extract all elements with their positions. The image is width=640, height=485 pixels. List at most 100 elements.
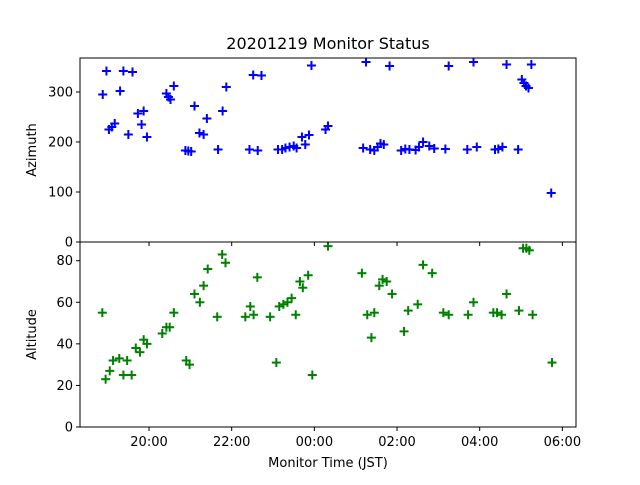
data-point — [287, 293, 297, 303]
data-point — [282, 297, 292, 307]
data-point — [194, 128, 204, 138]
data-point — [413, 299, 423, 309]
data-point — [463, 310, 473, 320]
y-tick-label: 0 — [65, 421, 73, 436]
data-point — [357, 268, 367, 278]
data-point — [472, 142, 482, 152]
data-point — [185, 360, 195, 370]
data-point — [295, 276, 305, 286]
data-point — [387, 289, 397, 299]
x-tick-label: 20:00 — [130, 435, 167, 450]
data-point — [546, 188, 556, 198]
data-point — [528, 310, 538, 320]
data-point — [418, 260, 428, 270]
x-tick-label: 00:00 — [296, 435, 333, 450]
data-point — [122, 355, 132, 365]
data-point — [165, 322, 175, 332]
data-point — [297, 132, 307, 142]
data-point — [547, 358, 557, 368]
data-point — [108, 355, 118, 365]
altitude-panel: 0 20 40 60 80 20:00 22:00 00:00 02:00 04:00 06:00 A… — [25, 241, 581, 450]
data-point — [115, 86, 125, 96]
data-point — [323, 241, 333, 251]
data-point — [271, 358, 281, 368]
data-point — [199, 281, 209, 291]
azimuth-panel-ylabel: Azimuth — [25, 123, 40, 177]
data-point — [220, 258, 230, 268]
data-point — [195, 297, 205, 307]
data-point — [414, 142, 424, 152]
data-point — [304, 130, 314, 140]
data-point — [244, 145, 254, 154]
y-tick-label: 20 — [56, 379, 73, 394]
data-point — [444, 61, 454, 71]
data-point — [379, 140, 389, 149]
data-point — [133, 109, 143, 118]
x-tick-label: 04:00 — [461, 435, 498, 450]
altitude-panel-points — [97, 241, 557, 384]
data-point — [139, 106, 149, 116]
y-tick-label: 40 — [56, 337, 73, 352]
data-point — [502, 289, 512, 299]
altitude-panel-frame — [79, 241, 577, 428]
data-point — [157, 328, 167, 338]
data-point — [118, 66, 128, 76]
y-tick-label: 200 — [48, 136, 73, 151]
data-point — [127, 67, 137, 77]
data-point — [253, 146, 263, 155]
data-point — [307, 370, 317, 380]
data-point — [169, 308, 179, 318]
data-point — [429, 144, 439, 153]
y-tick-label: 300 — [48, 86, 73, 101]
data-point — [424, 141, 434, 151]
x-tick-label: 22:00 — [213, 435, 250, 450]
data-point — [523, 83, 533, 93]
data-point — [513, 145, 523, 154]
x-tick-label: 06:00 — [544, 435, 581, 450]
data-point — [199, 130, 209, 139]
data-point — [213, 145, 223, 154]
data-point — [292, 143, 302, 153]
data-point — [166, 95, 176, 104]
data-point — [323, 121, 333, 131]
data-point — [427, 268, 437, 278]
data-point — [399, 326, 409, 336]
altitude-panel-ylabel: Altitude — [25, 309, 40, 360]
data-point — [361, 57, 371, 67]
data-point — [202, 114, 212, 123]
data-point — [298, 283, 308, 293]
data-point — [524, 245, 534, 255]
data-point — [245, 301, 255, 311]
data-point — [418, 137, 428, 147]
data-point — [189, 289, 199, 299]
data-point — [291, 310, 301, 320]
data-point — [358, 143, 368, 153]
data-point — [396, 146, 406, 155]
data-point — [135, 347, 145, 357]
data-point — [303, 270, 313, 280]
data-point — [369, 308, 379, 318]
y-tick-label: 100 — [48, 186, 73, 201]
azimuth-panel: 0 100 200 300 Azimuth — [25, 57, 577, 251]
data-point — [98, 90, 108, 99]
data-point — [142, 339, 152, 349]
data-point — [123, 130, 133, 139]
data-point — [526, 60, 536, 69]
data-point — [514, 306, 524, 316]
azimuth-panel-points — [98, 57, 556, 198]
data-point — [265, 312, 275, 322]
data-point — [256, 71, 266, 80]
data-point — [97, 308, 107, 318]
data-point — [374, 281, 384, 291]
data-point — [169, 81, 179, 91]
data-point — [240, 312, 250, 322]
y-tick-label: 0 — [65, 236, 73, 251]
data-point — [114, 353, 124, 363]
y-tick-label: 60 — [56, 296, 73, 311]
data-point — [385, 61, 395, 71]
data-point — [186, 147, 196, 156]
data-point — [142, 132, 152, 142]
data-point — [366, 333, 376, 343]
data-point — [118, 370, 128, 380]
data-point — [131, 343, 141, 353]
